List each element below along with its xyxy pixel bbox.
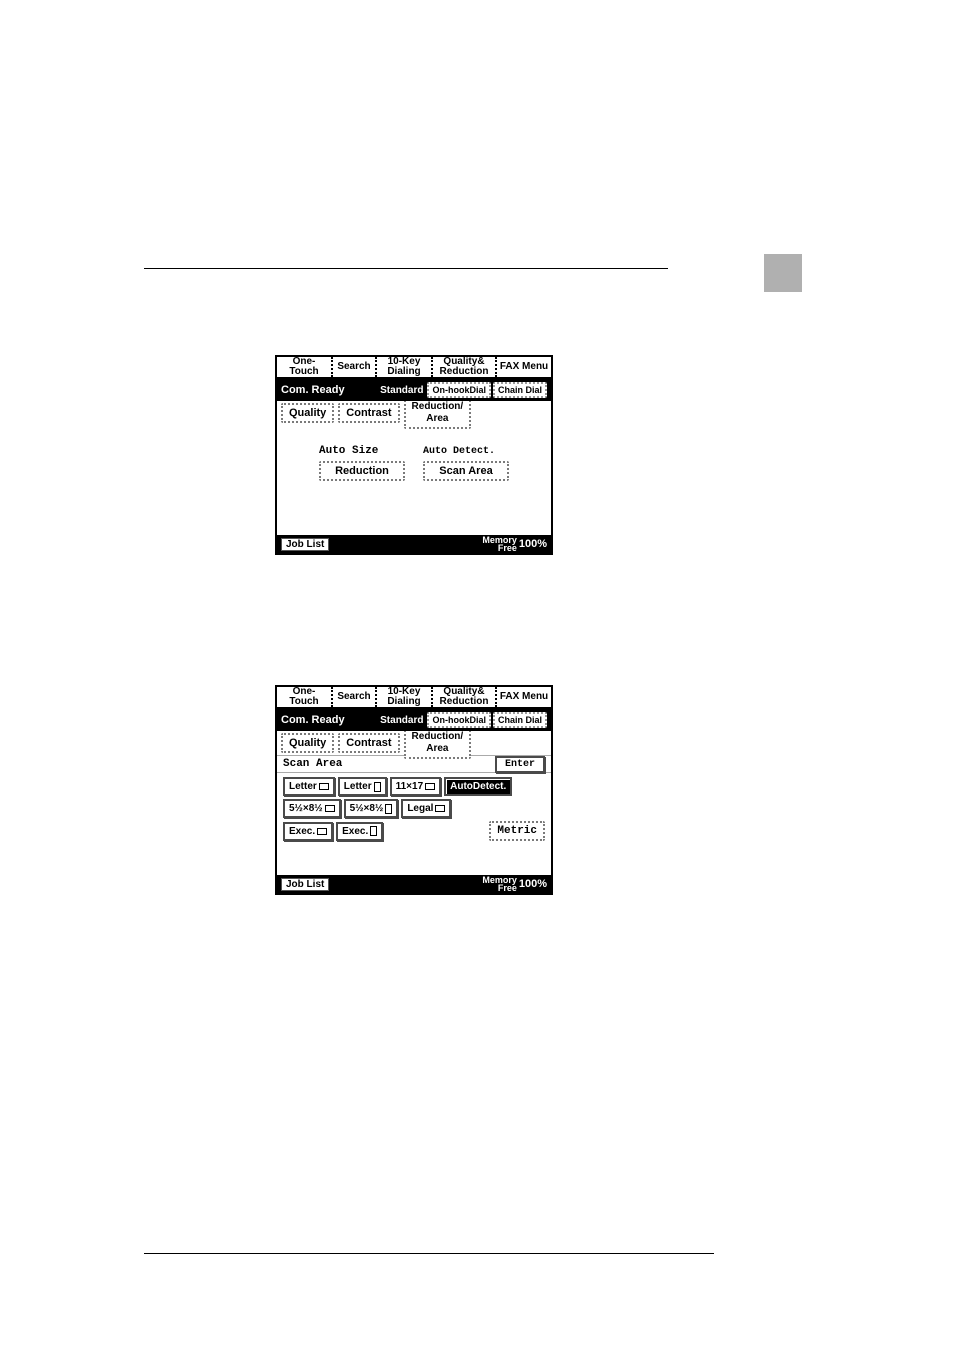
status-standard: Standard bbox=[380, 715, 423, 726]
memory-free-label: Memory Free bbox=[482, 536, 517, 552]
memory-free-label: Memory Free bbox=[482, 876, 517, 892]
status-bar: Com. Ready Standard On-hookDial Chain Di… bbox=[277, 379, 551, 401]
auto-detect-button[interactable]: AutoDetect. bbox=[444, 777, 512, 796]
quality-tab[interactable]: Quality bbox=[281, 403, 334, 423]
status-com-ready: Com. Ready bbox=[281, 384, 345, 396]
status-bar: Com. Ready Standard On-hookDial Chain Di… bbox=[277, 709, 551, 731]
tab-10key-dialing[interactable]: 10-Key Dialing bbox=[377, 357, 433, 377]
quality-tab[interactable]: Quality bbox=[281, 733, 334, 753]
top-tabs-row: One-Touch Search 10-Key Dialing Quality&… bbox=[277, 687, 551, 709]
header-rule bbox=[144, 268, 668, 269]
job-list-button[interactable]: Job List bbox=[281, 878, 329, 891]
subtab-row: Quality Contrast Reduction/ Area bbox=[277, 731, 551, 755]
exec-landscape-button[interactable]: Exec. bbox=[283, 822, 333, 841]
metric-button[interactable]: Metric bbox=[489, 821, 545, 841]
footer-bar: Job List Memory Free 100% bbox=[277, 535, 551, 553]
tab-10key-dialing[interactable]: 10-Key Dialing bbox=[377, 687, 433, 707]
footer-bar: Job List Memory Free 100% bbox=[277, 875, 551, 893]
status-standard: Standard bbox=[380, 385, 423, 396]
landscape-icon bbox=[425, 783, 435, 790]
11x17-button[interactable]: 11×17 bbox=[390, 777, 442, 796]
legal-button[interactable]: Legal bbox=[401, 799, 451, 818]
portrait-icon bbox=[385, 804, 392, 814]
scan-area-buttons: Letter Letter 11×17 AutoDetect. 5½×8½ 5½… bbox=[277, 773, 551, 845]
chapter-indicator bbox=[764, 254, 802, 292]
landscape-icon bbox=[319, 783, 329, 790]
tab-fax-menu[interactable]: FAX Menu bbox=[497, 357, 551, 377]
letter-portrait-button[interactable]: Letter bbox=[338, 777, 387, 796]
halfletter-landscape-button[interactable]: 5½×8½ bbox=[283, 799, 341, 818]
on-hook-dial-button[interactable]: On-hookDial bbox=[427, 712, 491, 728]
chain-dial-button[interactable]: Chain Dial bbox=[493, 712, 547, 728]
portrait-icon bbox=[374, 782, 381, 792]
scan-area-title: Scan Area bbox=[283, 758, 342, 770]
exec-portrait-button[interactable]: Exec. bbox=[336, 822, 383, 841]
screenshot-scan-area: One-Touch Search 10-Key Dialing Quality&… bbox=[275, 685, 553, 895]
letter-landscape-button[interactable]: Letter bbox=[283, 777, 335, 796]
screenshot-reduction-area: One-Touch Search 10-Key Dialing Quality&… bbox=[275, 355, 553, 555]
top-tabs-row: One-Touch Search 10-Key Dialing Quality&… bbox=[277, 357, 551, 379]
chain-dial-button[interactable]: Chain Dial bbox=[493, 382, 547, 398]
footer-rule bbox=[144, 1253, 714, 1254]
auto-detect-label: Auto Detect. bbox=[423, 446, 509, 457]
reduction-button[interactable]: Reduction bbox=[319, 461, 405, 481]
landscape-icon bbox=[435, 805, 445, 812]
subtab-row: Quality Contrast Reduction/ Area bbox=[277, 401, 551, 425]
tab-one-touch[interactable]: One-Touch bbox=[277, 357, 333, 377]
status-com-ready: Com. Ready bbox=[281, 714, 345, 726]
reduction-area-tab[interactable]: Reduction/ Area bbox=[404, 727, 472, 759]
scan-area-button[interactable]: Scan Area bbox=[423, 461, 509, 481]
tab-search[interactable]: Search bbox=[333, 357, 377, 377]
contrast-tab[interactable]: Contrast bbox=[338, 403, 399, 423]
enter-button[interactable]: Enter bbox=[495, 756, 545, 773]
job-list-button[interactable]: Job List bbox=[281, 538, 329, 551]
tab-fax-menu[interactable]: FAX Menu bbox=[497, 687, 551, 707]
tab-one-touch[interactable]: One-Touch bbox=[277, 687, 333, 707]
landscape-icon bbox=[325, 805, 335, 812]
contrast-tab[interactable]: Contrast bbox=[338, 733, 399, 753]
memory-free-value: 100% bbox=[519, 538, 547, 550]
memory-free-value: 100% bbox=[519, 878, 547, 890]
landscape-icon bbox=[317, 828, 327, 835]
on-hook-dial-button[interactable]: On-hookDial bbox=[427, 382, 491, 398]
reduction-area-tab[interactable]: Reduction/ Area bbox=[404, 397, 472, 429]
tab-quality-reduction[interactable]: Quality& Reduction bbox=[433, 687, 497, 707]
reduction-area-content: Auto Size Auto Detect. Reduction Scan Ar… bbox=[277, 425, 551, 501]
tab-quality-reduction[interactable]: Quality& Reduction bbox=[433, 357, 497, 377]
tab-search[interactable]: Search bbox=[333, 687, 377, 707]
auto-size-label: Auto Size bbox=[319, 445, 405, 457]
halfletter-portrait-button[interactable]: 5½×8½ bbox=[344, 799, 399, 818]
portrait-icon bbox=[370, 826, 377, 836]
